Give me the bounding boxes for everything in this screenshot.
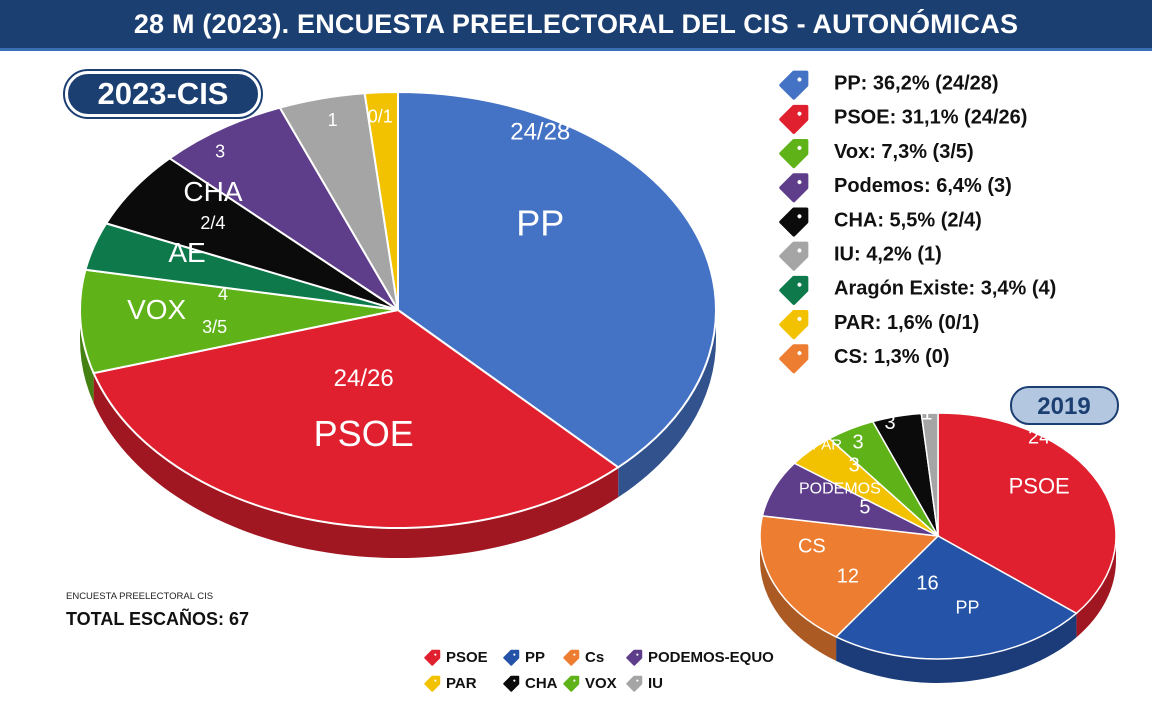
chart-title-2023: 2023-CIS — [98, 76, 229, 111]
tag-icon — [563, 649, 580, 666]
pie-slice-pp — [834, 535, 1078, 660]
chart-title-badge-2019: 2019 — [1010, 386, 1119, 425]
legend-item-2019: PSOE — [446, 649, 488, 666]
pie-slice-cs — [759, 515, 940, 638]
pie-slice-vox — [79, 268, 399, 375]
legend-item-2019: PODEMOS-EQUO — [648, 649, 774, 666]
pie-slice-iu — [920, 412, 939, 537]
legend-2019: PSOE PP Cs PODEMOS-EQUO PAR CHA VOX IU — [424, 649, 774, 692]
pie-slice-pp — [397, 90, 717, 469]
pie-label-seats-cha: 3 — [885, 412, 896, 434]
title-bar: 28 M (2023). ENCUESTA PREELECTORAL DEL C… — [0, 0, 1152, 51]
pie-label-seats-cha: 2/4 — [200, 213, 225, 233]
pie-label-seats-iu: 1 — [921, 403, 932, 425]
tag-icon — [779, 207, 809, 237]
legend-item-2023: PSOE: 31,1% (24/26) — [834, 107, 1027, 129]
tag-icon — [424, 649, 441, 666]
tag-icon — [563, 675, 580, 692]
pie-label-name-par: PAR — [368, 58, 420, 88]
legend-item-2019: CHA — [525, 675, 558, 692]
tag-icon — [779, 310, 809, 340]
legend-item-2019: IU — [648, 675, 663, 692]
chart-title-2019: 2019 — [1037, 393, 1090, 420]
pie-label-name-iu: IU — [316, 61, 344, 92]
pie-label-name-vox: VOX — [127, 294, 186, 325]
pie-label-name-vox: VOX — [824, 403, 856, 420]
pie-label-seats-iu: 1 — [328, 110, 338, 130]
legend-2023: PP: 36,2% (24/28) PSOE: 31,1% (24/26) Vox:… — [779, 70, 1056, 374]
tag-icon — [626, 649, 643, 666]
pie-side-psoe — [93, 373, 619, 558]
pie-slice-par — [363, 90, 399, 311]
pie-side-psoe — [1076, 536, 1116, 638]
pie-side-pp — [836, 613, 1077, 683]
tag-icon — [779, 173, 809, 203]
pie-label-seats-pp: 16 — [916, 573, 938, 595]
pie-label-name-cha: CHA — [871, 380, 903, 397]
legend-item-2023: CS: 1,3% (0) — [834, 346, 950, 368]
tag-icon — [779, 344, 809, 374]
pie-label-seats-par: 0/1 — [368, 106, 393, 126]
tag-icon — [424, 675, 441, 692]
pie-slice-psoe — [92, 308, 620, 529]
legend-item-2023: IU: 4,2% (1) — [834, 244, 942, 266]
pie-slice-psoe — [937, 412, 1117, 615]
pie-label-name-iu: IU — [925, 369, 940, 386]
chart-title-badge-2023: 2023-CIS — [63, 69, 263, 119]
pie-slice-podemos — [167, 106, 399, 311]
legend-item-2023: CHA: 5,5% (2/4) — [834, 209, 982, 231]
legend-item-2023: Podemos: 6,4% (3) — [834, 175, 1012, 197]
pie-label-name-pp: PP — [516, 202, 564, 243]
legend-item-2023: PP: 36,2% (24/28) — [834, 73, 999, 95]
pie-chart-2023: PP24/28PSOE24/26VOX3/5AE4CHA2/4PODEMOS3I… — [79, 58, 717, 558]
tag-icon — [779, 241, 809, 271]
pie-label-seats-cs: 12 — [837, 565, 859, 587]
pie-label-name-cha: CHA — [183, 176, 242, 207]
pie-label-seats-vox: 3/5 — [202, 317, 227, 337]
legend-item-2019: Cs — [585, 649, 604, 666]
legend-item-2023: Aragón Existe: 3,4% (4) — [834, 278, 1056, 300]
total-seats: TOTAL ESCAÑOS: 67 — [66, 609, 250, 629]
legend-item-2019: PAR — [446, 675, 477, 692]
pie-label-name-psoe: PSOE — [1009, 473, 1070, 498]
pie-label-seats-psoe: 24/26 — [334, 365, 394, 392]
legend-item-2023: Vox: 7,3% (3/5) — [834, 141, 974, 163]
pie-label-seats-par: 3 — [849, 455, 860, 477]
tag-icon — [503, 675, 520, 692]
pie-label-name-pp: PP — [955, 598, 979, 618]
tag-icon — [779, 275, 809, 305]
pie-label-name-par: PAR — [812, 437, 842, 454]
pie-label-name-podemos: PODEMOS — [799, 481, 881, 498]
pie-label-name-ae: AE — [168, 237, 205, 268]
pie-label-name-cs: CS — [798, 535, 826, 557]
tag-icon — [503, 649, 520, 666]
pie-label-seats-podemos: 5 — [859, 497, 870, 519]
pie-label-seats-podemos: 3 — [215, 142, 225, 162]
legend-item-2023: PAR: 1,6% (0/1) — [834, 312, 979, 334]
tag-icon — [779, 70, 809, 100]
pie-label-seats-pp: 24/28 — [510, 118, 570, 145]
pie-label-seats-psoe: 24 — [1028, 426, 1050, 448]
pie-label-seats-vox: 3 — [852, 431, 863, 453]
tag-icon — [626, 675, 643, 692]
source-note: ENCUESTA PREELECTORAL CIS — [66, 591, 214, 602]
legend-item-2019: PP — [525, 649, 545, 666]
tag-icon — [779, 139, 809, 169]
legend-item-2019: VOX — [585, 675, 617, 692]
page-title: 28 M (2023). ENCUESTA PREELECTORAL DEL C… — [133, 8, 1019, 39]
pie-label-seats-ae: 4 — [218, 284, 228, 304]
tag-icon — [779, 104, 809, 134]
pie-side-cs — [760, 536, 837, 661]
pie-label-name-psoe: PSOE — [314, 413, 414, 454]
